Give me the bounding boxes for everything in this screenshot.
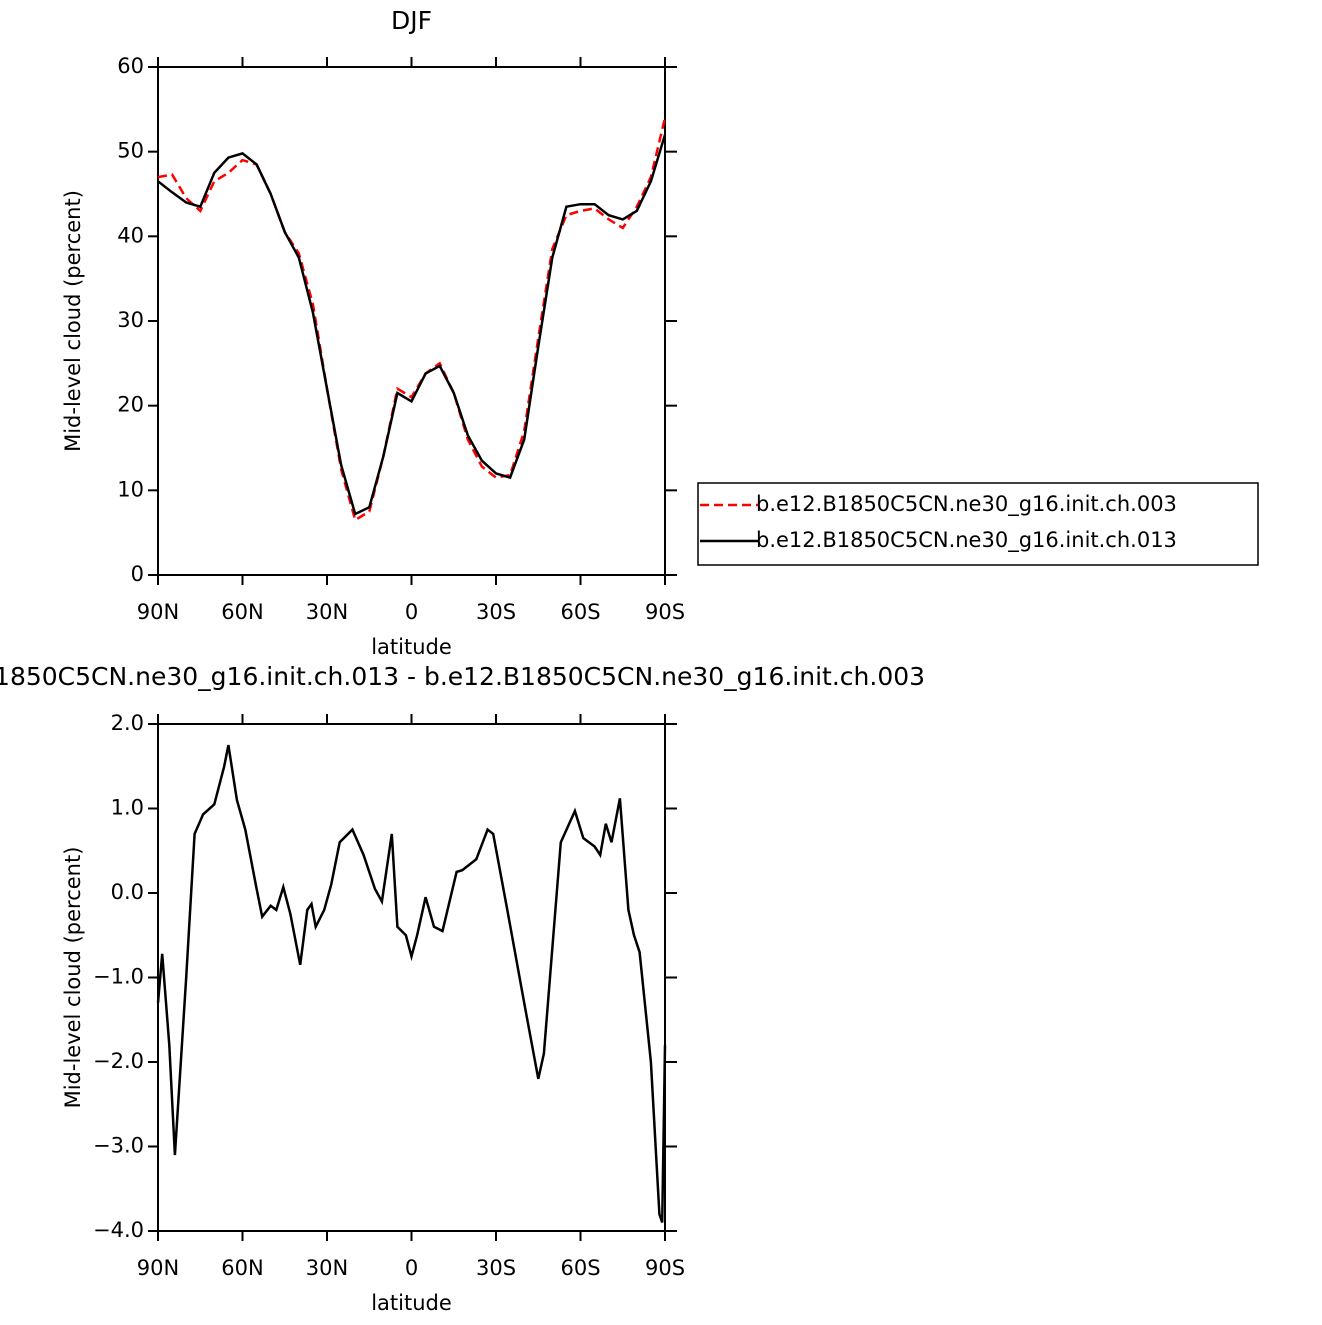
x-tick-label: 60S	[560, 600, 600, 624]
y-tick-label: 2.0	[111, 711, 144, 735]
chart-title: DJF	[391, 6, 432, 35]
x-tick-label: 90N	[137, 600, 179, 624]
legend-label: b.e12.B1850C5CN.ne30_g16.init.ch.003	[756, 492, 1177, 517]
y-axis-label: Mid-level cloud (percent)	[61, 190, 85, 452]
y-tick-label: −1.0	[93, 965, 144, 989]
plot-frame	[157, 66, 666, 576]
x-tick-label: 90S	[645, 600, 685, 624]
y-tick-label: 20	[117, 393, 144, 417]
y-tick-label: 0	[131, 562, 144, 586]
x-tick-label: 0	[405, 600, 418, 624]
x-axis-label: latitude	[371, 1291, 452, 1315]
y-axis-label: Mid-level cloud (percent)	[61, 847, 85, 1109]
legend-label: b.e12.B1850C5CN.ne30_g16.init.ch.013	[756, 528, 1177, 553]
y-tick-label: 30	[117, 308, 144, 332]
x-tick-label: 30S	[476, 1256, 516, 1280]
plot-frame	[157, 723, 666, 1232]
y-tick-label: 60	[117, 54, 144, 78]
y-tick-label: 1.0	[111, 796, 144, 820]
x-tick-label: 90N	[137, 1256, 179, 1280]
x-tick-label: 30S	[476, 600, 516, 624]
x-tick-label: 90S	[645, 1256, 685, 1280]
y-tick-label: 50	[117, 139, 144, 163]
x-tick-label: 60N	[221, 600, 263, 624]
y-tick-label: 40	[117, 223, 144, 247]
data-line	[157, 117, 667, 522]
y-tick-label: −2.0	[93, 1049, 144, 1073]
y-tick-label: −3.0	[93, 1134, 144, 1158]
y-tick-label: −4.0	[93, 1218, 144, 1242]
x-tick-label: 30N	[306, 600, 348, 624]
y-tick-label: 10	[117, 477, 144, 501]
x-axis-label: latitude	[371, 635, 452, 659]
x-tick-label: 60S	[560, 1256, 600, 1280]
x-tick-label: 30N	[306, 1256, 348, 1280]
chart-title: b.e12.B1850C5CN.ne30_g16.init.ch.013 - b…	[0, 662, 925, 691]
x-tick-label: 60N	[221, 1256, 263, 1280]
x-tick-label: 0	[405, 1256, 418, 1280]
data-line	[157, 134, 667, 516]
data-line	[156, 744, 667, 1223]
legend-box	[697, 482, 1259, 566]
y-tick-label: 0.0	[111, 880, 144, 904]
